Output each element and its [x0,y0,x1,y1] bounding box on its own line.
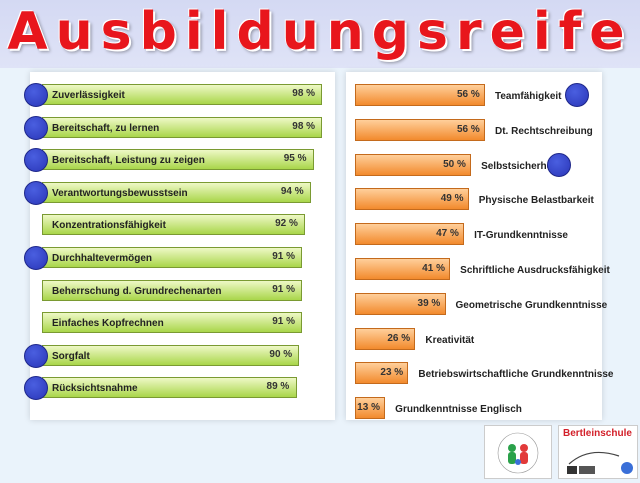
orange-bar-label: Physische Belastbarkeit [478,195,594,207]
orange-bar-value: 56 % [457,123,480,135]
green-bar [42,279,303,301]
blue-marker-dot [24,343,48,368]
orange-bar-label: Geometrische Grundkenntnisse [455,299,608,311]
green-bar [42,312,303,334]
green-bar [42,214,306,236]
orange-bar-value: 23 % [380,367,404,379]
green-bar-label: Einfaches Kopfrechnen [52,318,164,330]
green-bar-label: Konzentrationsfähigkeit [52,220,166,232]
orange-bar-label: Dt. Rechtschreibung [495,125,593,137]
orange-bar [355,292,446,315]
orange-bar-label: Kreativität [425,334,475,346]
blue-marker-dot [547,152,572,177]
green-bar-value: 90 % [269,348,293,360]
orange-bar [355,327,416,350]
green-bar-value: 94 % [280,185,304,197]
green-bar-value: 89 % [266,381,290,393]
blue-marker-dot [24,115,48,140]
green-bar-label: Durchhaltevermögen [52,253,153,264]
blue-marker-dot [24,148,48,173]
orange-bar-label: Grundkenntnisse Englisch [395,404,522,416]
orange-bar-value: 56 % [457,89,480,100]
orange-bar [355,153,472,176]
bertleinschule-label: Bertleinschule [563,428,632,439]
orange-bar-value: 26 % [387,332,411,344]
header-banner [0,0,640,68]
orange-bar-value: 39 % [417,297,441,309]
orange-bar-label: Schriftliche Ausdrucksfähigkeit [460,265,610,276]
orange-bar-label: Teamfähigkeit [495,91,562,102]
orange-bar-label: Betriebswirtschaftliche Grundkenntnisse [418,369,614,381]
blue-marker-dot [24,376,48,401]
orange-bar [355,397,386,420]
green-bar-label: Bereitschaft, zu lernen [52,122,160,134]
green-bar-value: 91 % [272,316,296,328]
orange-bar-value: 41 % [422,263,445,274]
orange-bar [355,258,451,280]
green-bar-label: Sorgfalt [52,350,90,362]
green-bar-label: Rücksichtsnahme [52,383,138,395]
green-bar-value: 91 % [272,251,296,262]
blue-marker-dot [24,180,48,205]
green-bar-label: Zuverlässigkeit [52,90,125,101]
orange-bar [355,118,485,141]
orange-bar-value: 47 % [436,228,459,240]
green-bar-value: 95 % [283,153,307,165]
blue-marker-dot [24,246,48,270]
orange-bar-value: 49 % [440,193,464,205]
green-bar-value: 91 % [272,283,296,295]
orange-bar-label: Selbstsicherheit [481,160,559,172]
blue-marker-dot [24,83,48,107]
green-bar-value: 92 % [275,218,298,230]
green-bar-label: Verantwortungsbewusstsein [52,187,188,199]
orange-bar-value: 50 % [443,158,466,170]
green-bar-label: Beherrschung d. Grundrechenarten [52,285,222,297]
orange-bar [355,188,469,211]
kunigunde-schulen-logo [484,425,552,479]
orange-bar [355,223,465,246]
page-title: Ausbildungsreife [7,2,633,62]
orange-bar-value: 13 % [357,402,380,414]
green-bar-value: 98 % [292,120,316,132]
orange-bar-label: IT-Grundkenntnisse [474,230,568,242]
green-bar-label: Bereitschaft, Leistung zu zeigen [52,155,205,167]
orange-bar [355,362,409,385]
bertleinschule-logo: Bertleinschule [558,425,638,479]
orange-bar [355,84,485,106]
blue-marker-dot [565,83,589,107]
green-bar-value: 98 % [292,88,316,99]
